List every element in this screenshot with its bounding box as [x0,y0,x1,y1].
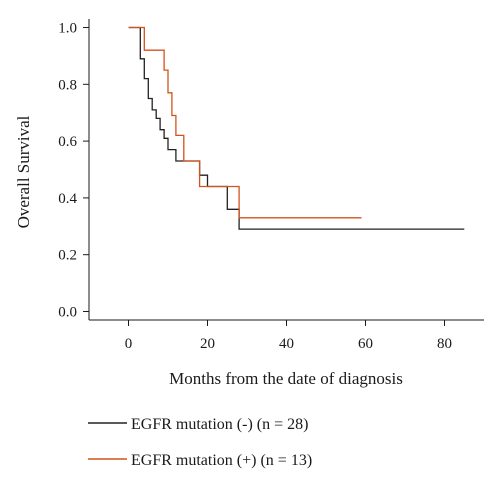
x-tick-label: 0 [125,336,133,352]
x-tick-label: 80 [437,336,452,352]
legend-item: EGFR mutation (-) (n = 28) [88,416,308,433]
y-tick-label: 0.0 [58,304,77,320]
y-tick-label: 0.2 [58,248,77,264]
survival-curve-1 [128,26,362,219]
x-ticks: 0 20 40 60 80 [125,320,452,352]
survival-curve-0 [128,26,465,230]
legend: EGFR mutation (-) (n = 28) EGFR mutation… [88,416,312,469]
x-axis-title: Months from the date of diagnosis [169,369,403,388]
axes: 0.0 0.2 0.4 0.6 0.8 1.0 0 20 40 60 80 [58,19,484,352]
y-tick-label: 1.0 [58,21,77,37]
y-tick-label: 0.8 [58,77,77,93]
y-axis-title: Overall Survival [14,115,33,228]
legend-label: EGFR mutation (-) (n = 28) [131,416,308,433]
y-tick-label: 0.4 [58,191,77,207]
legend-label: EGFR mutation (+) (n = 13) [131,452,312,469]
legend-item: EGFR mutation (+) (n = 13) [88,452,312,469]
series-layer [128,26,465,230]
x-tick-label: 60 [358,336,373,352]
y-ticks: 0.0 0.2 0.4 0.6 0.8 1.0 [58,21,89,320]
x-tick-label: 40 [279,336,294,352]
x-tick-label: 20 [200,336,215,352]
y-tick-label: 0.6 [58,134,77,150]
